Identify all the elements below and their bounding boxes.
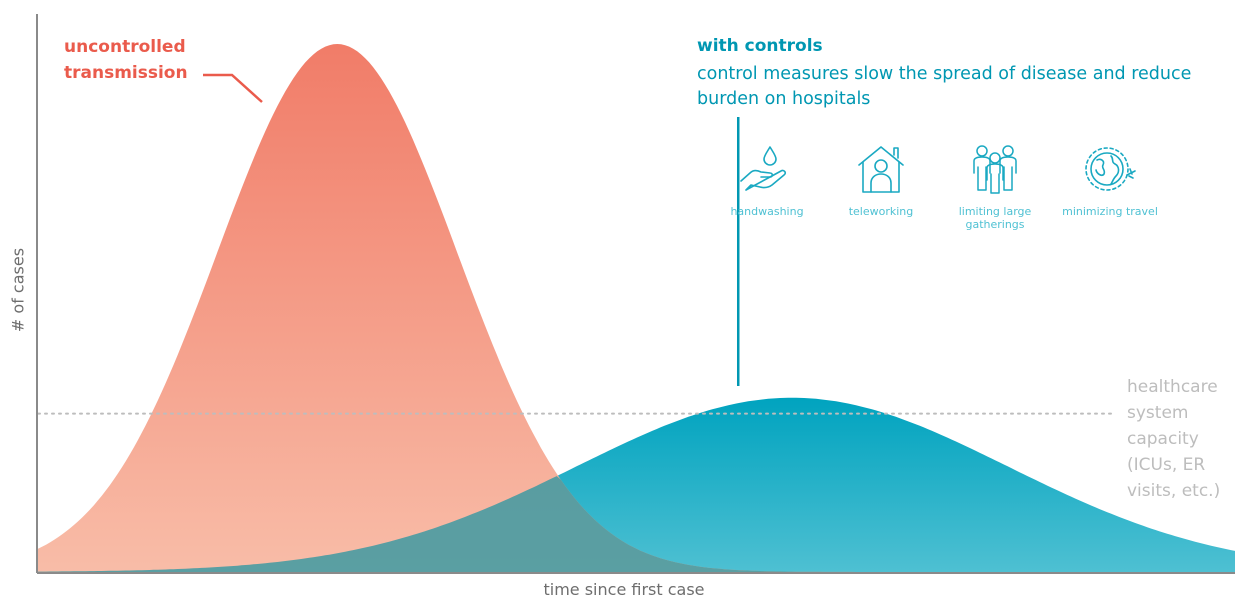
curve-overlap-area (38, 476, 1235, 572)
capacity-label: healthcare system capacity (ICUs, ER vis… (1127, 377, 1221, 501)
with-controls-curve (38, 397, 1235, 572)
measure-teleworking: teleworking (826, 143, 936, 218)
measure-label: minimizing travel (1062, 205, 1158, 218)
uncontrolled-label: uncontrolled transmission (64, 37, 188, 83)
limiting-gatherings-icon (973, 145, 1017, 194)
x-axis-label: time since first case (543, 580, 705, 599)
measure-label: teleworking (848, 205, 914, 218)
measure-minimizing-travel: minimizing travel (1055, 143, 1165, 218)
teleworking-icon (858, 146, 904, 193)
with-controls-description: control measures slow the spread of dise… (697, 64, 1192, 109)
y-axis-label: # of cases (8, 247, 28, 333)
minimizing-travel-icon (1085, 147, 1136, 191)
measure-limiting-gatherings: limiting large gatherings (940, 143, 1050, 231)
measure-handwashing: handwashing (712, 143, 822, 218)
handwashing-icon (740, 146, 787, 191)
measure-label: limiting large gatherings (958, 205, 1032, 231)
with-controls-title: with controls (697, 36, 823, 56)
uncontrolled-curve (38, 44, 1235, 572)
measure-label: handwashing (730, 205, 804, 218)
uncontrolled-pointer-line (203, 73, 263, 103)
